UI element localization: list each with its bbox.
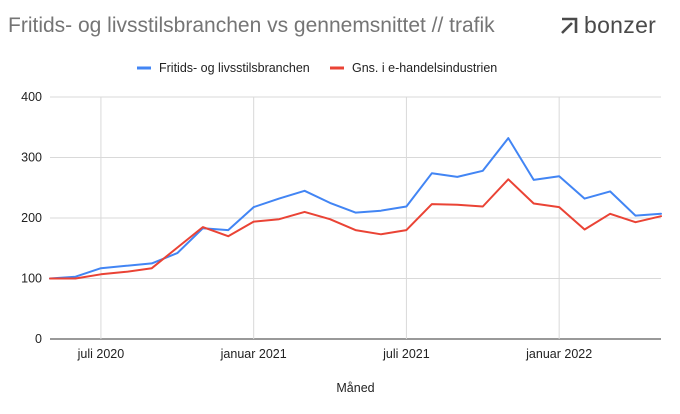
- chart-grid: [50, 96, 661, 340]
- chart-title: Fritids- og livsstilsbranchen vs gennems…: [8, 14, 495, 37]
- x-tick-label: juli 2021: [382, 347, 430, 361]
- y-tick-label: 300: [21, 151, 42, 165]
- x-axis-label: Måned: [336, 381, 374, 395]
- brand-name: bonzer: [584, 12, 657, 38]
- y-axis-ticks: 0 100 200 300 400: [21, 90, 42, 346]
- x-axis-ticks: juli 2020 januar 2021 juli 2021 januar 2022: [77, 347, 593, 361]
- y-tick-label: 0: [35, 332, 42, 346]
- y-tick-label: 100: [21, 272, 42, 286]
- x-tick-label: januar 2021: [220, 347, 287, 361]
- brand-logo: bonzer: [560, 12, 656, 39]
- legend-label: Fritids- og livsstilsbranchen: [159, 61, 310, 75]
- bonzer-logo-icon: [561, 17, 578, 34]
- y-tick-label: 200: [21, 211, 42, 225]
- legend-label: Gns. i e-handelsindustrien: [352, 61, 497, 75]
- chart-series: [49, 137, 662, 280]
- y-tick-label: 400: [21, 90, 42, 104]
- chart-legend: Fritids- og livsstilsbranchen Gns. i e-ha…: [137, 61, 497, 75]
- x-tick-label: juli 2020: [77, 347, 125, 361]
- x-tick-label: januar 2022: [525, 347, 592, 361]
- series-line-1: [49, 137, 662, 280]
- series-line-2: [49, 178, 662, 280]
